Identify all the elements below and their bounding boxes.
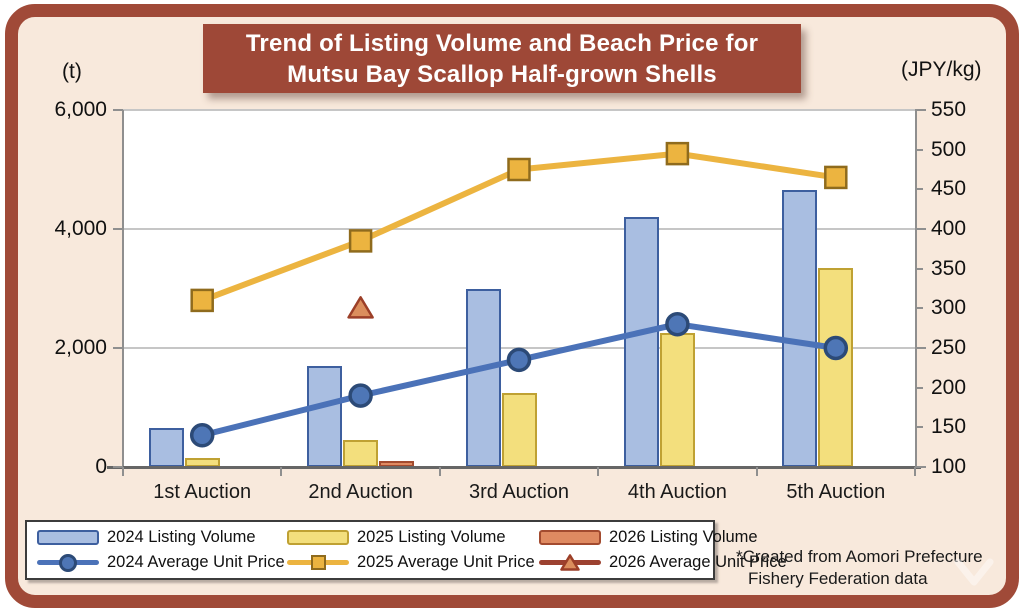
legend-item-2024-price: 2024 Average Unit Price (37, 551, 287, 575)
x-axis-category-label: 5th Auction (786, 481, 886, 503)
left-axis-tick (113, 109, 123, 111)
left-axis-tick-label: 6,000 (54, 98, 107, 121)
legend-label: 2025 Listing Volume (357, 527, 506, 546)
triangle-marker-icon (347, 296, 374, 319)
triangle-marker-icon (560, 554, 580, 571)
chart-title-line2: Mutsu Bay Scallop Half-grown Shells (287, 60, 717, 88)
volume-bar (782, 190, 818, 467)
legend-label: 2025 Average Unit Price (357, 553, 535, 572)
legend-item-2026-volume: 2026 Listing Volume (539, 525, 787, 549)
right-axis-tick-label: 450 (931, 177, 967, 201)
circle-marker-icon (665, 311, 690, 337)
left-axis-line (122, 110, 124, 467)
x-axis-category-label: 1st Auction (153, 481, 252, 503)
left-axis-tick (113, 347, 123, 349)
right-axis-tick-label: 300 (931, 296, 967, 320)
volume-bar (659, 333, 695, 467)
chart-title-line1: Trend of Listing Volume and Beach Price … (245, 29, 759, 57)
right-axis-tick (915, 466, 926, 468)
right-axis-tick (915, 148, 923, 151)
legend-label: 2026 Listing Volume (609, 527, 758, 546)
line-swatch-icon (539, 554, 601, 572)
legend: 2024 Listing Volume 2025 Listing Volume … (25, 520, 787, 580)
square-marker-icon (824, 165, 848, 190)
x-axis-tick (280, 467, 283, 476)
chart-title: Trend of Listing Volume and Beach Price … (203, 24, 801, 93)
right-axis-tick (915, 386, 923, 389)
square-marker-icon (310, 555, 326, 571)
left-axis-tick-label: 4,000 (54, 217, 107, 240)
square-marker-icon (190, 288, 214, 313)
right-axis-tick (915, 426, 923, 429)
left-axis-tick-label: 0 (95, 455, 107, 478)
circle-marker-icon (189, 423, 215, 448)
left-axis-tick (113, 466, 123, 468)
legend-item-2025-volume: 2025 Listing Volume (287, 525, 539, 549)
right-axis-tick (915, 347, 926, 349)
line-swatch-icon (37, 553, 99, 572)
right-axis-tick-label: 400 (931, 217, 967, 240)
square-marker-icon (348, 229, 373, 253)
bar-swatch-icon (287, 529, 349, 545)
right-axis-tick-label: 550 (931, 98, 967, 121)
right-axis-tick-label: 500 (931, 137, 967, 161)
circle-marker-icon (506, 347, 532, 373)
volume-bar (465, 288, 501, 467)
right-axis-tick (915, 188, 923, 191)
source-note-line2: Fishery Federation data (748, 569, 928, 588)
right-axis-tick (915, 109, 926, 111)
left-axis-unit: (t) (62, 60, 82, 83)
x-axis-tick (755, 467, 758, 476)
right-axis-tick-label: 200 (931, 375, 967, 399)
right-axis-tick (915, 228, 926, 230)
x-axis-tick (597, 467, 600, 476)
legend-label: 2024 Listing Volume (107, 527, 256, 546)
x-axis-category-label: 3rd Auction (468, 481, 570, 503)
circle-marker-icon (59, 553, 77, 572)
right-axis-tick (915, 307, 923, 310)
bar-swatch-icon (539, 529, 601, 545)
volume-bar (623, 217, 659, 467)
right-axis-tick-label: 150 (931, 415, 967, 439)
right-axis-tick-label: 250 (931, 336, 967, 359)
bar-swatch-icon (37, 529, 99, 545)
volume-bar (343, 440, 379, 467)
right-axis-tick (915, 267, 923, 270)
left-axis-tick (113, 228, 123, 230)
x-axis-tick (914, 467, 916, 476)
right-axis-tick-label: 100 (931, 455, 967, 478)
volume-bar (184, 458, 220, 467)
volume-bar (818, 267, 854, 467)
x-axis-tick (122, 467, 124, 476)
watermark-chevron-icon (954, 558, 994, 586)
line-swatch-icon (287, 554, 349, 572)
source-note: *Created from Aomori Prefecture Fishery … (736, 546, 983, 590)
right-axis-unit: (JPY/kg) (901, 58, 982, 81)
circle-marker-icon (348, 383, 373, 408)
volume-bar (501, 392, 537, 467)
legend-label: 2026 Average Unit Price (609, 553, 787, 572)
square-marker-icon (665, 141, 690, 166)
bottom-axis-line (107, 466, 921, 469)
left-axis-tick-label: 2,000 (54, 336, 107, 359)
x-axis-category-label: 4th Auction (627, 481, 727, 503)
plot-area: 6,000 4,000 2,000 0 550 500 450 400 350 300 250 200… (54, 98, 966, 503)
legend-item-2026-price: 2026 Average Unit Price (539, 551, 787, 575)
volume-bar (148, 428, 184, 467)
legend-label: 2024 Average Unit Price (107, 553, 285, 572)
x-axis-category-label: 2nd Auction (308, 481, 413, 503)
legend-item-2025-price: 2025 Average Unit Price (287, 551, 539, 575)
legend-item-2024-volume: 2024 Listing Volume (37, 525, 287, 549)
volume-bar (379, 461, 415, 467)
gridline (123, 109, 915, 111)
x-axis-tick (438, 467, 441, 476)
volume-bar (307, 365, 343, 467)
right-axis-line (914, 110, 917, 467)
source-note-line1: *Created from Aomori Prefecture (736, 547, 983, 566)
right-axis-tick-label: 350 (931, 256, 967, 280)
square-marker-icon (507, 157, 531, 182)
